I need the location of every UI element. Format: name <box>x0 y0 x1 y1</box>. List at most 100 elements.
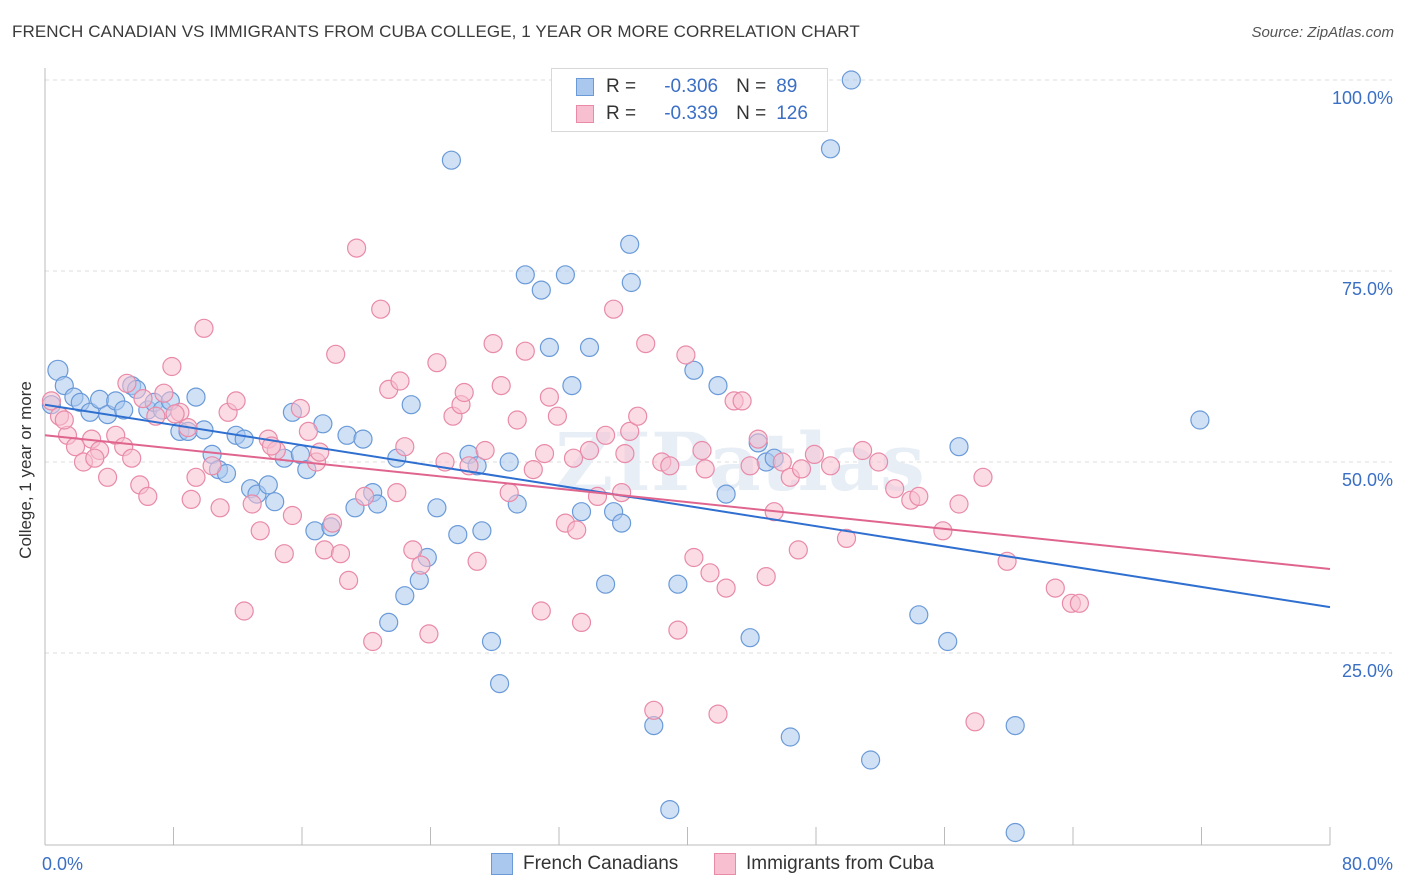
chart-title: FRENCH CANADIAN VS IMMIGRANTS FROM CUBA … <box>12 22 860 41</box>
point-immigrants-from-cuba <box>97 467 118 487</box>
n-value: 126 <box>776 103 808 124</box>
point-immigrants-from-cuba <box>804 444 825 464</box>
point-immigrants-from-cuba <box>181 489 201 509</box>
r-label: R = <box>606 103 637 124</box>
n-label: N = <box>736 76 767 97</box>
point-immigrants-from-cuba <box>611 483 632 503</box>
point-french-canadians <box>472 521 492 541</box>
point-immigrants-from-cuba <box>133 389 153 409</box>
point-french-canadians <box>621 272 641 293</box>
x-tick-label: 0.0% <box>42 854 83 874</box>
point-immigrants-from-cuba <box>371 299 391 319</box>
point-immigrants-from-cuba <box>387 483 407 503</box>
point-immigrants-from-cuba <box>483 334 503 354</box>
point-immigrants-from-cuba <box>515 341 535 361</box>
point-immigrants-from-cuba <box>290 398 310 419</box>
point-immigrants-from-cuba <box>523 460 543 480</box>
point-immigrants-from-cuba <box>636 334 656 354</box>
point-french-canadians <box>353 429 373 449</box>
bottom-legend-swatch-french-canadians <box>491 853 513 875</box>
point-immigrants-from-cuba <box>885 479 905 499</box>
point-immigrants-from-cuba <box>507 410 527 430</box>
point-immigrants-from-cuba <box>250 521 270 541</box>
point-french-canadians <box>490 673 510 694</box>
point-french-canadians <box>555 265 576 285</box>
point-french-canadians <box>716 484 736 504</box>
point-french-canadians <box>337 425 357 445</box>
point-french-canadians <box>571 502 592 522</box>
legend-row-immigrants-from-cuba: R = -0.339 N = 126 <box>576 101 808 127</box>
point-immigrants-from-cuba <box>615 444 635 464</box>
bottom-legend-french-canadians: French Canadians <box>491 851 678 877</box>
point-french-canadians <box>909 605 929 625</box>
point-immigrants-from-cuba <box>117 373 137 393</box>
point-french-canadians <box>265 492 285 512</box>
point-immigrants-from-cuba <box>692 440 712 461</box>
point-french-canadians <box>780 727 800 747</box>
source-label: Source: ZipAtlas.com <box>1251 24 1394 41</box>
point-immigrants-from-cuba <box>419 624 439 644</box>
point-immigrants-from-cuba <box>314 540 335 560</box>
point-immigrants-from-cuba <box>326 344 346 364</box>
point-french-canadians <box>579 337 600 357</box>
point-immigrants-from-cuba <box>772 452 792 472</box>
point-french-canadians <box>499 452 519 472</box>
point-immigrants-from-cuba <box>756 566 776 587</box>
point-french-canadians <box>114 400 134 420</box>
point-immigrants-from-cuba <box>194 318 214 338</box>
point-immigrants-from-cuba <box>165 404 185 424</box>
point-french-canadians <box>938 631 958 652</box>
point-french-canadians <box>684 360 704 380</box>
point-immigrants-from-cuba <box>310 442 330 462</box>
point-french-canadians <box>305 521 325 541</box>
point-french-canadians <box>668 574 688 594</box>
point-immigrants-from-cuba <box>347 238 367 258</box>
point-french-canadians <box>531 280 551 300</box>
bottom-legend-label: French Canadians <box>523 853 679 874</box>
point-immigrants-from-cuba <box>491 376 511 396</box>
trendline-immigrants-from-cuba <box>44 434 1331 570</box>
n-value: 89 <box>776 76 798 97</box>
y-axis-label: College, 1 year or more <box>16 381 35 559</box>
point-french-canadians <box>1005 715 1025 736</box>
point-french-canadians <box>401 395 421 415</box>
point-immigrants-from-cuba <box>836 528 857 549</box>
point-immigrants-from-cuba <box>700 563 720 583</box>
point-french-canadians <box>395 586 415 606</box>
point-immigrants-from-cuba <box>242 494 262 514</box>
point-immigrants-from-cuba <box>695 459 715 479</box>
y-tick-label: 100.0% <box>1332 88 1393 108</box>
trendline-french-canadians <box>44 403 1331 609</box>
point-french-canadians <box>448 524 468 545</box>
y-tick-label: 25.0% <box>1342 661 1393 681</box>
point-immigrants-from-cuba <box>868 452 889 472</box>
point-immigrants-from-cuba <box>403 540 423 560</box>
point-immigrants-from-cuba <box>363 631 383 652</box>
point-immigrants-from-cuba <box>427 353 447 373</box>
point-immigrants-from-cuba <box>210 498 230 518</box>
point-french-canadians <box>481 631 502 652</box>
point-immigrants-from-cuba <box>668 620 688 640</box>
point-french-canadians <box>595 574 616 594</box>
point-french-canadians <box>841 70 861 90</box>
point-immigrants-from-cuba <box>973 467 993 487</box>
point-immigrants-from-cuba <box>567 520 587 540</box>
point-french-canadians <box>1005 822 1025 843</box>
r-value: -0.306 <box>664 76 719 97</box>
point-french-canadians <box>234 429 254 449</box>
point-immigrants-from-cuba <box>411 555 431 575</box>
point-french-canadians <box>949 437 969 457</box>
point-immigrants-from-cuba <box>234 601 254 621</box>
legend-swatch-immigrants-from-cuba <box>576 105 594 123</box>
point-french-canadians <box>379 612 399 633</box>
point-immigrants-from-cuba <box>732 391 752 411</box>
point-french-canadians <box>660 799 680 820</box>
point-immigrants-from-cuba <box>475 440 495 461</box>
point-french-canadians <box>820 139 841 159</box>
point-immigrants-from-cuba <box>547 406 568 426</box>
point-immigrants-from-cuba <box>122 448 142 468</box>
point-immigrants-from-cuba <box>933 521 953 541</box>
point-immigrants-from-cuba <box>322 513 343 533</box>
point-immigrants-from-cuba <box>571 612 592 633</box>
point-french-canadians <box>611 513 632 533</box>
